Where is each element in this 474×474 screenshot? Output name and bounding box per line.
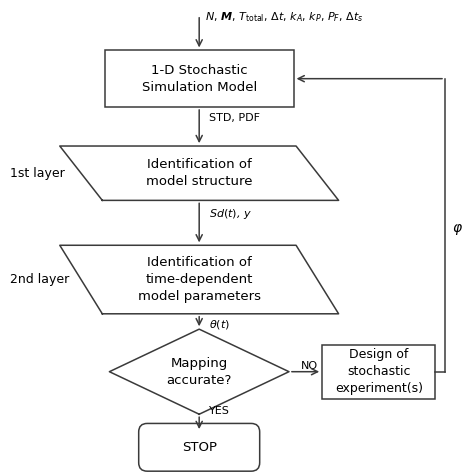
FancyBboxPatch shape	[105, 50, 294, 107]
Text: 1st layer: 1st layer	[10, 167, 65, 180]
Text: NO: NO	[301, 361, 319, 371]
Text: Identification of
model structure: Identification of model structure	[146, 158, 253, 188]
Text: STOP: STOP	[182, 441, 217, 454]
Text: $\theta(t)$: $\theta(t)$	[209, 318, 229, 331]
Text: 1-D Stochastic
Simulation Model: 1-D Stochastic Simulation Model	[142, 64, 257, 94]
Text: YES: YES	[209, 406, 229, 416]
Text: $Sd(t)$, $y$: $Sd(t)$, $y$	[209, 207, 252, 221]
Text: Identification of
time-dependent
model parameters: Identification of time-dependent model p…	[137, 256, 261, 303]
Text: 2nd layer: 2nd layer	[10, 273, 69, 286]
Polygon shape	[109, 329, 289, 414]
Text: Mapping
accurate?: Mapping accurate?	[166, 357, 232, 387]
Text: φ: φ	[452, 220, 461, 235]
Text: Design of
stochastic
experiment(s): Design of stochastic experiment(s)	[335, 348, 423, 395]
Polygon shape	[60, 146, 338, 201]
Text: STD, PDF: STD, PDF	[209, 113, 260, 123]
FancyBboxPatch shape	[322, 345, 436, 399]
Polygon shape	[60, 245, 338, 314]
Text: $N$, $\boldsymbol{M}$, $T_{\mathrm{total}}$, $\Delta t$, $k_A$, $k_P$, $P_F$, $\: $N$, $\boldsymbol{M}$, $T_{\mathrm{total…	[205, 10, 364, 24]
FancyBboxPatch shape	[139, 423, 260, 471]
